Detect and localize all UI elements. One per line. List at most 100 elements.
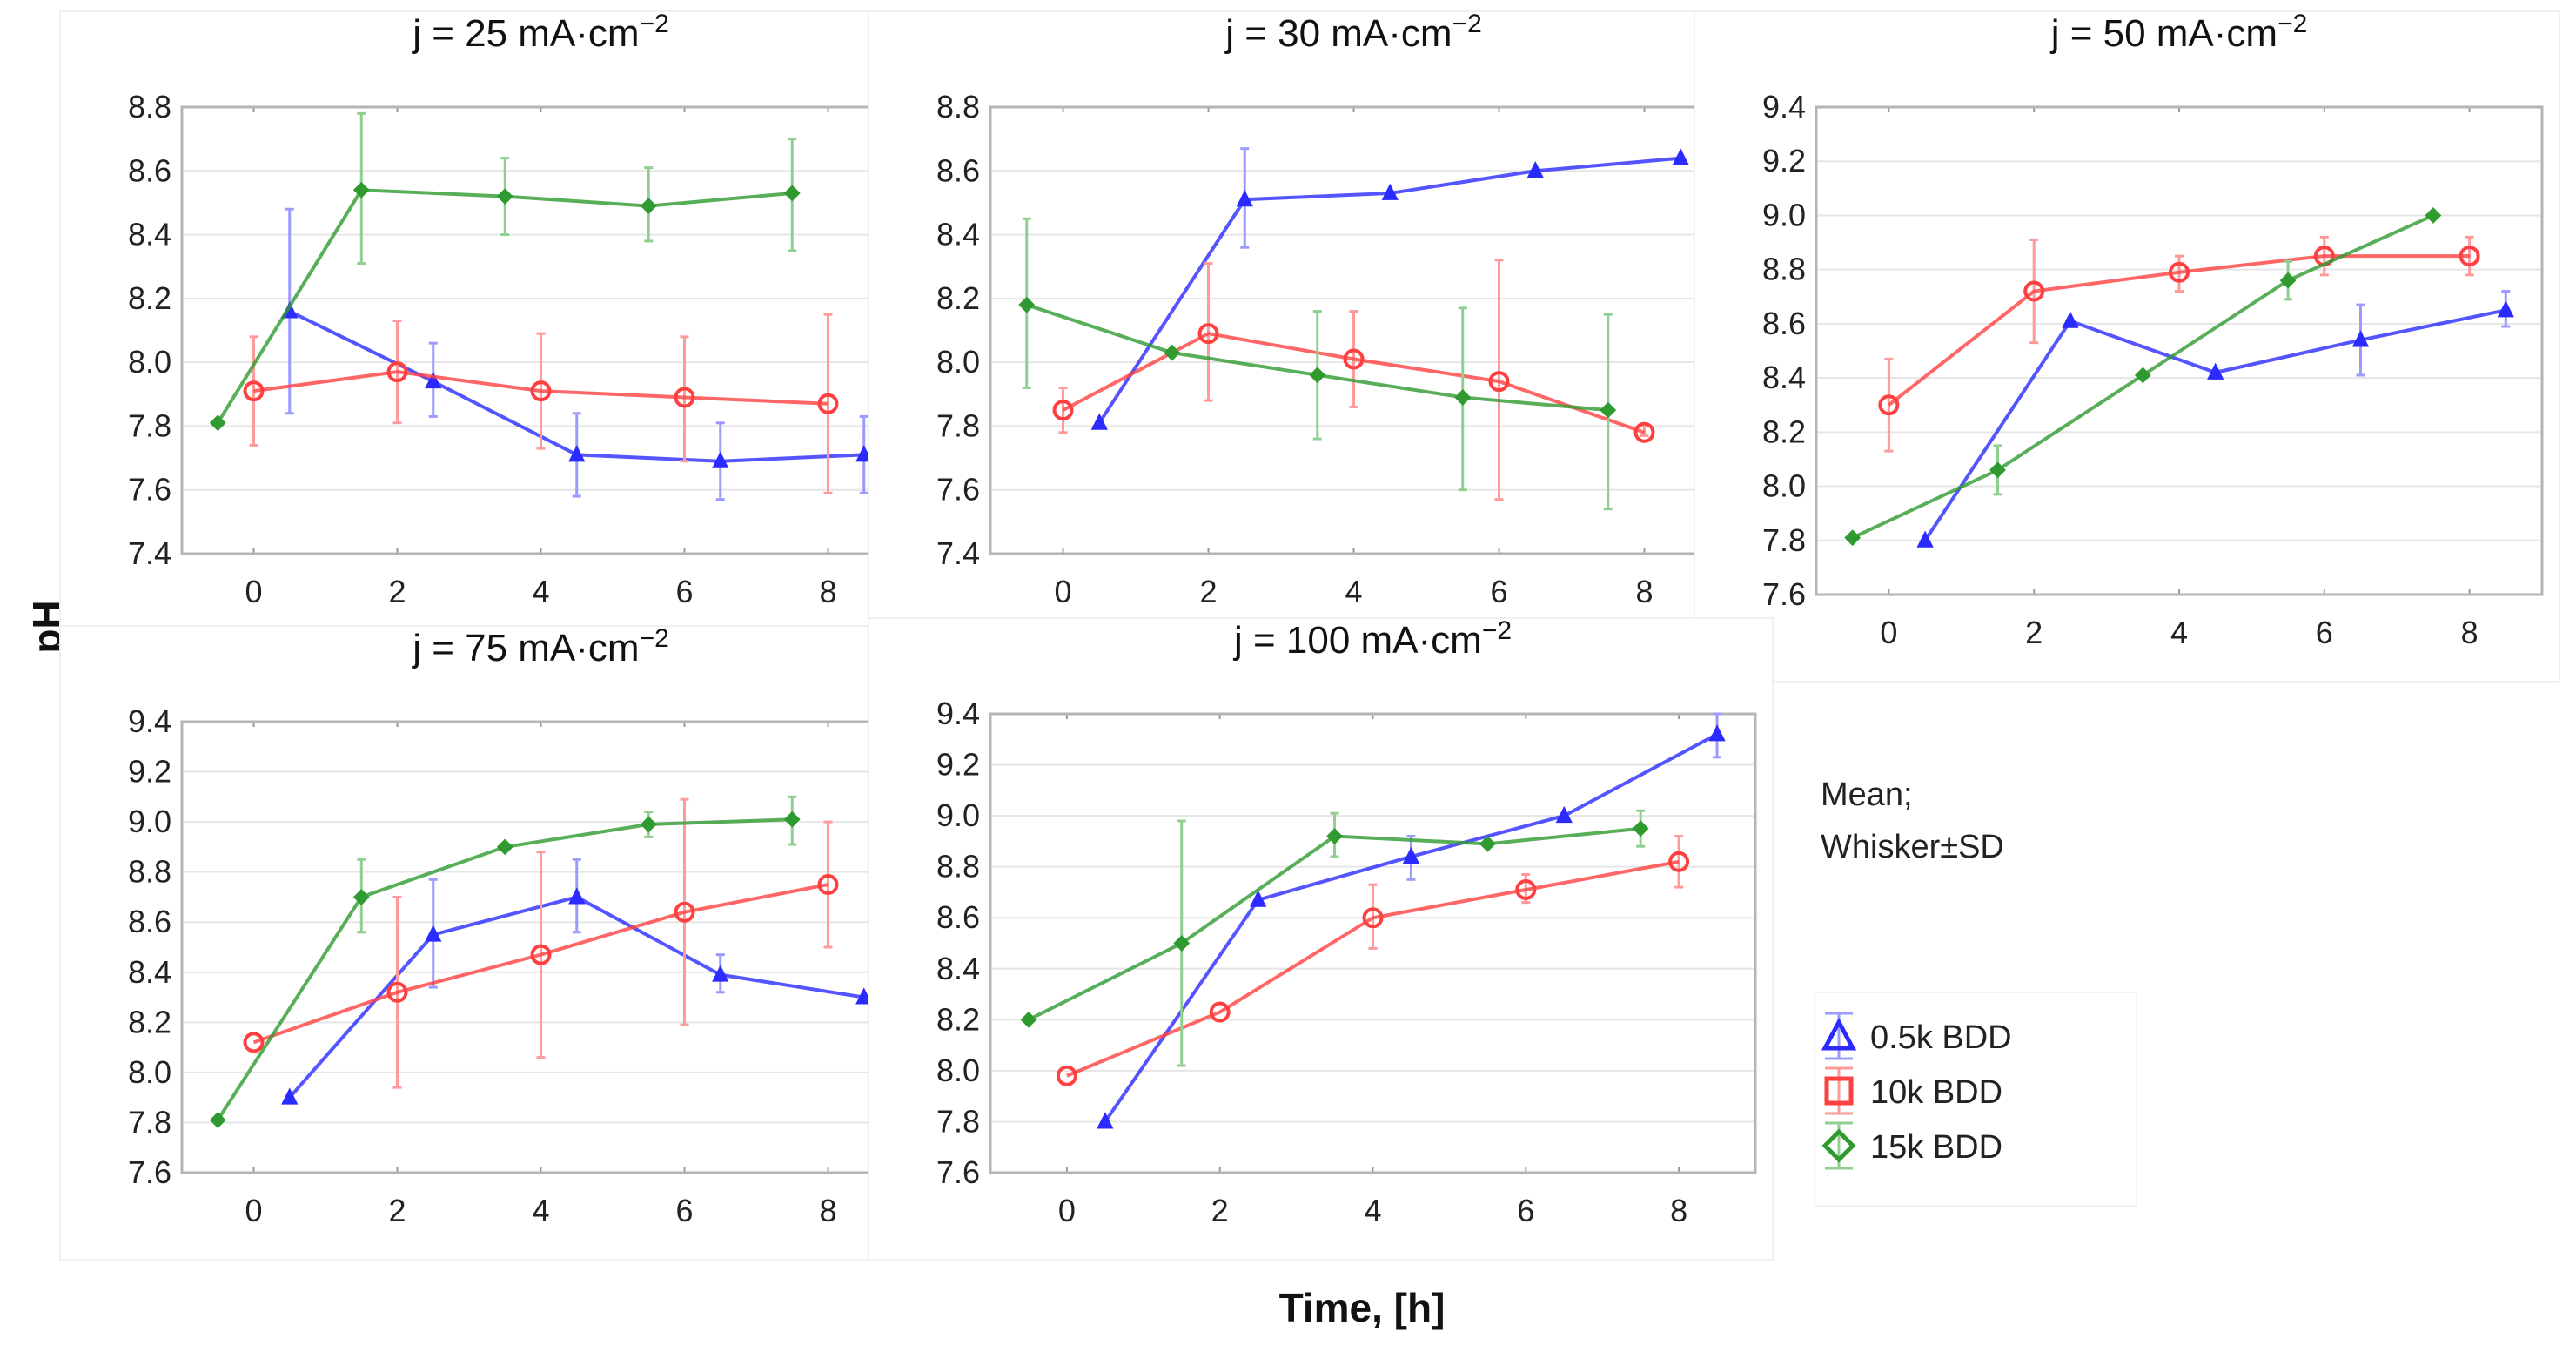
data-point <box>2351 330 2370 347</box>
data-point <box>1173 935 1191 952</box>
data-point <box>783 811 801 828</box>
data-point <box>1454 389 1472 406</box>
series-15k-bdd <box>209 795 801 1128</box>
data-point <box>2134 367 2151 384</box>
series-0-5k-bdd <box>281 858 873 1105</box>
x-tick-label: 0 <box>1058 1193 1076 1228</box>
stats-note-whisker: Whisker±SD <box>1821 829 2004 865</box>
data-point <box>1309 367 1326 384</box>
y-tick-label: 8.8 <box>128 854 171 890</box>
data-point <box>530 944 552 965</box>
data-point <box>2459 246 2480 267</box>
data-point <box>855 445 873 462</box>
data-point <box>386 361 408 383</box>
legend-label: 0.5k BDD <box>1870 1019 2012 1056</box>
y-tick-label: 8.6 <box>936 899 980 935</box>
series-line <box>1066 859 1680 1078</box>
data-point <box>243 380 265 402</box>
y-tick-label: 7.6 <box>128 1154 171 1190</box>
subplot-title: j = 100 mA·cm−2 <box>1232 616 1512 662</box>
data-point <box>855 987 873 1005</box>
data-point <box>281 1087 299 1105</box>
y-tick-label: 7.8 <box>936 407 980 443</box>
y-tick-label: 8.0 <box>1762 468 1806 504</box>
y-tick-label: 8.2 <box>1762 414 1806 449</box>
data-point <box>1236 190 1253 207</box>
series-10k-bdd <box>1052 259 1655 501</box>
data-point <box>568 887 586 905</box>
x-tick-label: 8 <box>819 1193 836 1228</box>
plot-frame <box>1815 105 2544 596</box>
data-point <box>352 181 370 198</box>
data-point <box>530 380 552 402</box>
y-tick-label: 7.4 <box>936 535 980 571</box>
data-point <box>1632 820 1649 837</box>
series-0-5k-bdd <box>281 207 873 501</box>
series-line <box>252 883 828 1045</box>
data-point <box>1479 835 1496 852</box>
x-tick-label: 8 <box>2461 615 2479 650</box>
data-point <box>2497 300 2514 318</box>
data-point <box>1052 400 1074 421</box>
data-point <box>1343 348 1365 370</box>
subplot-title-superscript: −2 <box>640 10 669 38</box>
legend-frame <box>1814 992 2137 1207</box>
subplot-background <box>1694 10 2560 683</box>
data-point <box>1668 851 1690 872</box>
y-tick-label: 8.6 <box>936 152 980 188</box>
data-point <box>1844 529 1862 547</box>
subplot-title-superscript: −2 <box>1452 10 1482 38</box>
y-tick-label: 7.4 <box>128 535 171 571</box>
x-tick-label: 8 <box>819 574 836 609</box>
subplot-title-main: j = 30 mA·cm <box>1224 12 1452 55</box>
x-tick-label: 2 <box>1211 1193 1229 1228</box>
y-tick-label: 9.4 <box>1762 89 1806 124</box>
y-tick-label: 7.8 <box>936 1103 980 1139</box>
data-point <box>1362 907 1384 929</box>
data-point <box>209 414 226 432</box>
subplot-title-main: j = 50 mA·cm <box>2049 12 2277 55</box>
data-point <box>1164 344 1181 361</box>
y-tick-label: 8.4 <box>128 954 171 990</box>
data-point <box>1402 846 1420 864</box>
y-tick-label: 8.2 <box>128 280 171 316</box>
data-point <box>425 925 442 942</box>
subplot-title: j = 75 mA·cm−2 <box>411 624 669 669</box>
data-point <box>712 965 729 982</box>
x-tick-label: 4 <box>1345 574 1362 609</box>
series-10k-bdd <box>243 313 839 494</box>
subplot-title-superscript: −2 <box>1482 616 1512 645</box>
y-tick-label: 7.6 <box>1762 576 1806 612</box>
data-point <box>2425 207 2442 224</box>
data-point <box>496 188 513 205</box>
y-tick-label: 8.0 <box>128 344 171 380</box>
subplot-background <box>868 10 1735 642</box>
series-0-5k-bdd <box>1916 290 2514 548</box>
data-point <box>1600 401 1617 419</box>
y-tick-label: 8.8 <box>936 89 980 124</box>
data-point <box>1056 1065 1077 1086</box>
x-tick-label: 0 <box>1054 574 1071 609</box>
series-line <box>1062 332 1646 434</box>
series-0-5k-bdd <box>1090 147 1689 430</box>
data-point <box>209 1112 226 1128</box>
series-10k-bdd <box>243 797 839 1089</box>
y-tick-label: 8.4 <box>128 217 171 252</box>
data-point <box>1018 296 1036 313</box>
data-point <box>1326 828 1343 844</box>
data-point <box>496 838 513 856</box>
data-point <box>2207 362 2224 380</box>
subplot-background <box>59 10 918 642</box>
data-point <box>386 981 408 1003</box>
y-tick-label: 9.4 <box>936 696 980 731</box>
data-point <box>712 451 729 468</box>
data-point <box>1097 1112 1114 1129</box>
data-point <box>1209 1001 1231 1023</box>
y-tick-label: 8.0 <box>936 1053 980 1088</box>
data-point <box>1672 148 1689 165</box>
data-point <box>2279 272 2297 289</box>
subplot-title-main: j = 25 mA·cm <box>411 12 639 55</box>
data-point <box>425 371 442 389</box>
diamond-marker-icon <box>1821 1128 1856 1163</box>
x-tick-label: 2 <box>2025 615 2043 650</box>
